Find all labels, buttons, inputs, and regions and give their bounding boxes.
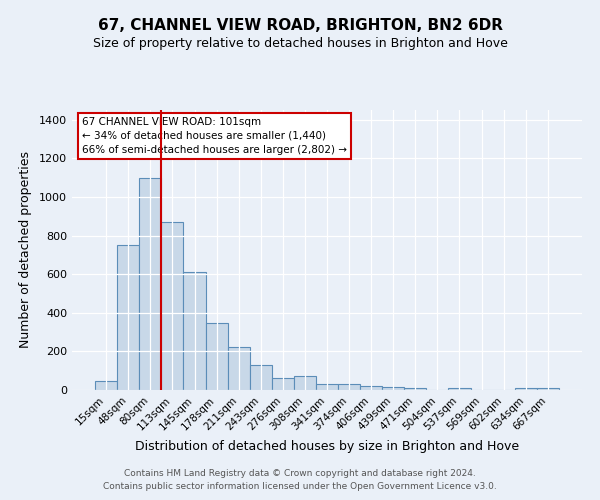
Y-axis label: Number of detached properties: Number of detached properties [19, 152, 32, 348]
Bar [515, 388, 537, 390]
Bar [537, 388, 559, 390]
Text: 67, CHANNEL VIEW ROAD, BRIGHTON, BN2 6DR: 67, CHANNEL VIEW ROAD, BRIGHTON, BN2 6DR [97, 18, 503, 32]
Bar [448, 388, 470, 390]
Bar [227, 346, 250, 390]
Bar [338, 384, 360, 390]
Bar [161, 222, 184, 390]
X-axis label: Distribution of detached houses by size in Brighton and Hove: Distribution of detached houses by size … [135, 440, 519, 453]
Bar [95, 381, 117, 390]
Text: Size of property relative to detached houses in Brighton and Hove: Size of property relative to detached ho… [92, 38, 508, 51]
Bar [184, 272, 206, 390]
Bar [404, 388, 427, 390]
Text: Contains public sector information licensed under the Open Government Licence v3: Contains public sector information licen… [103, 482, 497, 491]
Bar [206, 324, 227, 390]
Bar [272, 378, 294, 390]
Text: 67 CHANNEL VIEW ROAD: 101sqm
← 34% of detached houses are smaller (1,440)
66% of: 67 CHANNEL VIEW ROAD: 101sqm ← 34% of de… [82, 117, 347, 155]
Bar [139, 178, 161, 390]
Text: Contains HM Land Registry data © Crown copyright and database right 2024.: Contains HM Land Registry data © Crown c… [124, 468, 476, 477]
Bar [316, 384, 338, 390]
Bar [360, 386, 382, 390]
Bar [382, 387, 404, 390]
Bar [294, 376, 316, 390]
Bar [250, 365, 272, 390]
Bar [117, 245, 139, 390]
